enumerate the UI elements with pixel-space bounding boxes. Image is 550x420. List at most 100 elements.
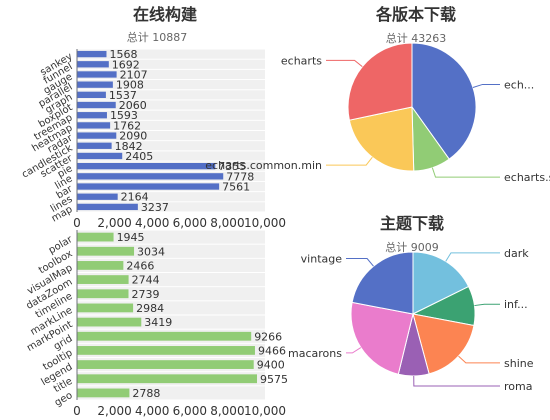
- bar-value-label: 1692: [112, 58, 140, 71]
- bar-lines[interactable]: [77, 193, 118, 200]
- bar-scatter[interactable]: [77, 152, 123, 160]
- chart-title-versions: 各版本下载: [375, 5, 456, 24]
- x-tick-label: 10,000: [244, 216, 286, 230]
- bar-title[interactable]: [77, 374, 258, 384]
- bar-band: [77, 258, 265, 272]
- bar-value-label: 2107: [120, 68, 148, 81]
- pie-chart-themes: 主题下载 总计 9009 dark inf... shine roma macarons…: [288, 214, 534, 393]
- bar-gauge[interactable]: [77, 71, 117, 78]
- bar-value-label: 3419: [144, 316, 172, 329]
- bar-band: [77, 100, 265, 110]
- x-tick-label: 4,000: [135, 404, 169, 418]
- bar-value-label: 1568: [109, 48, 137, 61]
- pie-slice-shine[interactable]: [412, 313, 475, 375]
- pie-slice-macarons[interactable]: [350, 301, 414, 375]
- x-axis-builds: 0 2,000 4,000 6,000 8,000 10,000: [73, 49, 286, 230]
- pie-label: echarts: [281, 54, 322, 67]
- bar-band: [77, 110, 265, 120]
- bar-radar[interactable]: [77, 132, 117, 139]
- bar-band: [77, 80, 265, 90]
- pie-label: echarts.sim...: [504, 171, 550, 184]
- bar-value-label: 1537: [109, 89, 137, 102]
- pie-label: shine: [504, 357, 534, 370]
- bar-markLine[interactable]: [77, 303, 134, 313]
- bar-band: [77, 59, 265, 69]
- bar-band: [77, 230, 265, 244]
- bar-markPoint[interactable]: [77, 317, 142, 327]
- pie-label: roma: [504, 380, 532, 393]
- bar-visualMap[interactable]: [77, 261, 124, 270]
- chart-title-themes: 主题下载: [380, 214, 444, 233]
- pie-leader-line: [458, 355, 500, 364]
- bar-value-label: 9266: [254, 330, 282, 343]
- pie-series-versions: ech... echarts.sim... echarts.common.min ec…: [205, 42, 550, 184]
- pie-leader-line: [474, 303, 500, 307]
- bar-band: [77, 131, 265, 141]
- bar-heatmap[interactable]: [77, 122, 111, 129]
- bar-pie[interactable]: [77, 162, 216, 170]
- bar-sankey[interactable]: [77, 50, 107, 58]
- pie-slice-dark[interactable]: [412, 251, 470, 315]
- bar-parallel[interactable]: [77, 81, 113, 88]
- bar-value-label: 1945: [117, 231, 145, 244]
- x-axis-components: 0 2,000 4,000 6,000 8,000 10,000: [73, 230, 286, 418]
- pie-slice-echarts.min[interactable]: [411, 42, 477, 160]
- bar-value-label: 9575: [260, 373, 288, 386]
- bar-value-label: 1762: [113, 119, 141, 132]
- pie-leader-line: [413, 375, 500, 387]
- bar-value-label: 9466: [258, 344, 286, 357]
- bar-geo[interactable]: [77, 388, 130, 398]
- x-tick-label: 4,000: [135, 216, 169, 230]
- bar-legend[interactable]: [77, 360, 254, 369]
- bar-band: [77, 141, 265, 151]
- x-tick-label: 0: [73, 216, 81, 230]
- pie-label: vintage: [301, 253, 343, 266]
- pie-slice-echarts.common.min[interactable]: [348, 106, 415, 172]
- pie-label: macarons: [288, 347, 342, 360]
- x-tick-label: 8,000: [210, 404, 244, 418]
- pie-chart-versions: 各版本下载 总计 43263 ech... echarts.sim... echar…: [205, 5, 550, 184]
- bar-grid[interactable]: [77, 331, 252, 341]
- pie-leader-line: [431, 167, 500, 178]
- bar-candlestick[interactable]: [77, 142, 112, 149]
- x-tick-label: 0: [73, 404, 81, 418]
- x-tick-label: 6,000: [173, 404, 207, 418]
- bar-value-label: 1842: [115, 140, 143, 153]
- bar-value-label: 7561: [222, 181, 250, 194]
- x-tick-label: 2,000: [97, 216, 131, 230]
- bar-band: [77, 202, 265, 212]
- bar-bar[interactable]: [77, 183, 220, 190]
- bar-value-label: 1593: [110, 109, 138, 122]
- chart-subtitle-builds: 总计 10887: [127, 30, 188, 44]
- bar-band: [77, 69, 265, 80]
- bar-value-label: 2060: [119, 99, 147, 112]
- bar-map[interactable]: [77, 203, 138, 211]
- pie-label: ech...: [504, 78, 534, 91]
- pie-leader-line: [326, 156, 373, 166]
- bar-line[interactable]: [77, 173, 224, 180]
- bar-timeline[interactable]: [77, 289, 129, 299]
- bar-value-label: 7778: [226, 170, 254, 183]
- bar-graph[interactable]: [77, 91, 106, 99]
- pie-label: inf...: [504, 298, 528, 311]
- bar-toolbox[interactable]: [77, 246, 135, 256]
- pie-slice-echarts[interactable]: [347, 42, 413, 121]
- bar-tooltip[interactable]: [77, 346, 255, 355]
- bar-dataZoom[interactable]: [77, 275, 129, 284]
- bar-boxplot[interactable]: [77, 101, 116, 109]
- bar-polar[interactable]: [77, 232, 114, 242]
- bar-value-label: 2164: [121, 191, 149, 204]
- bar-funnel[interactable]: [77, 61, 109, 68]
- bar-treemap[interactable]: [77, 112, 107, 119]
- chart-title-builds: 在线构建: [133, 5, 197, 24]
- bar-value-label: 7355: [218, 160, 246, 173]
- bar-value-label: 3034: [137, 245, 165, 258]
- chart-subtitle-versions: 总计 43263: [386, 31, 447, 45]
- bar-value-label: 1908: [116, 79, 144, 92]
- x-tick-label: 10,000: [244, 404, 286, 418]
